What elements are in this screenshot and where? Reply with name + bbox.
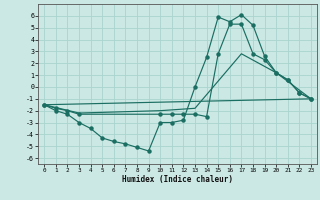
X-axis label: Humidex (Indice chaleur): Humidex (Indice chaleur): [122, 175, 233, 184]
